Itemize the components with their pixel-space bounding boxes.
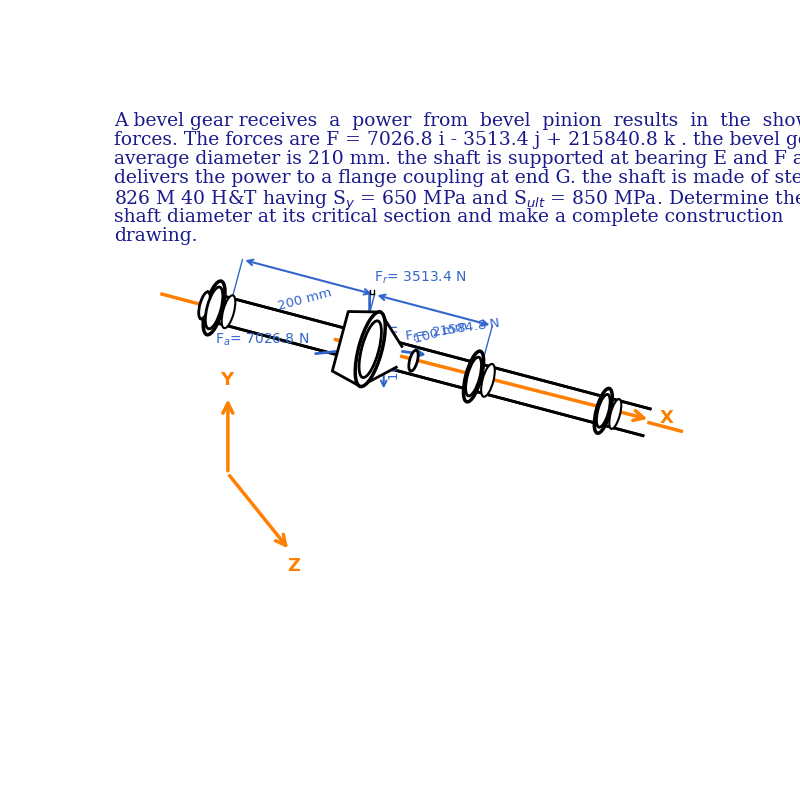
- Ellipse shape: [481, 364, 494, 397]
- Text: 200 mm: 200 mm: [276, 286, 333, 313]
- Text: average diameter is 210 mm. the shaft is supported at bearing E and F and: average diameter is 210 mm. the shaft is…: [114, 150, 800, 168]
- Text: 105 mm: 105 mm: [387, 325, 401, 380]
- Text: F$_t$= 21584.8 N: F$_t$= 21584.8 N: [404, 317, 501, 345]
- Text: drawing.: drawing.: [114, 227, 198, 245]
- Text: Z: Z: [287, 557, 300, 575]
- Ellipse shape: [597, 395, 610, 427]
- Text: A bevel gear receives  a  power  from  bevel  pinion  results  in  the  shown: A bevel gear receives a power from bevel…: [114, 111, 800, 130]
- Ellipse shape: [198, 292, 210, 319]
- Text: shaft diameter at its critical section and make a complete construction: shaft diameter at its critical section a…: [114, 208, 783, 226]
- Ellipse shape: [463, 351, 484, 402]
- Ellipse shape: [355, 312, 386, 387]
- Text: Y: Y: [220, 371, 233, 389]
- Ellipse shape: [206, 287, 223, 329]
- Text: forces. The forces are F = 7026.8 i - 3513.4 j + 215840.8 k . the bevel gear: forces. The forces are F = 7026.8 i - 35…: [114, 131, 800, 149]
- Polygon shape: [360, 312, 402, 387]
- Text: 100 mm: 100 mm: [413, 319, 470, 346]
- Ellipse shape: [409, 350, 418, 371]
- Ellipse shape: [222, 295, 235, 328]
- Ellipse shape: [466, 357, 482, 396]
- Text: F$_a$= 7026.8 N: F$_a$= 7026.8 N: [215, 331, 309, 348]
- Text: F$_r$= 3513.4 N: F$_r$= 3513.4 N: [374, 269, 466, 286]
- Polygon shape: [332, 311, 380, 387]
- Ellipse shape: [359, 321, 382, 378]
- Ellipse shape: [610, 399, 622, 429]
- Text: 826 M 40 H&T having S$_y$ = 650 MPa and S$_{ult}$ = 850 MPa. Determine the: 826 M 40 H&T having S$_y$ = 650 MPa and …: [114, 188, 800, 213]
- Text: delivers the power to a flange coupling at end G. the shaft is made of steel: delivers the power to a flange coupling …: [114, 169, 800, 188]
- Polygon shape: [201, 292, 650, 435]
- Text: X: X: [659, 409, 674, 427]
- Ellipse shape: [203, 281, 225, 334]
- Ellipse shape: [594, 388, 612, 433]
